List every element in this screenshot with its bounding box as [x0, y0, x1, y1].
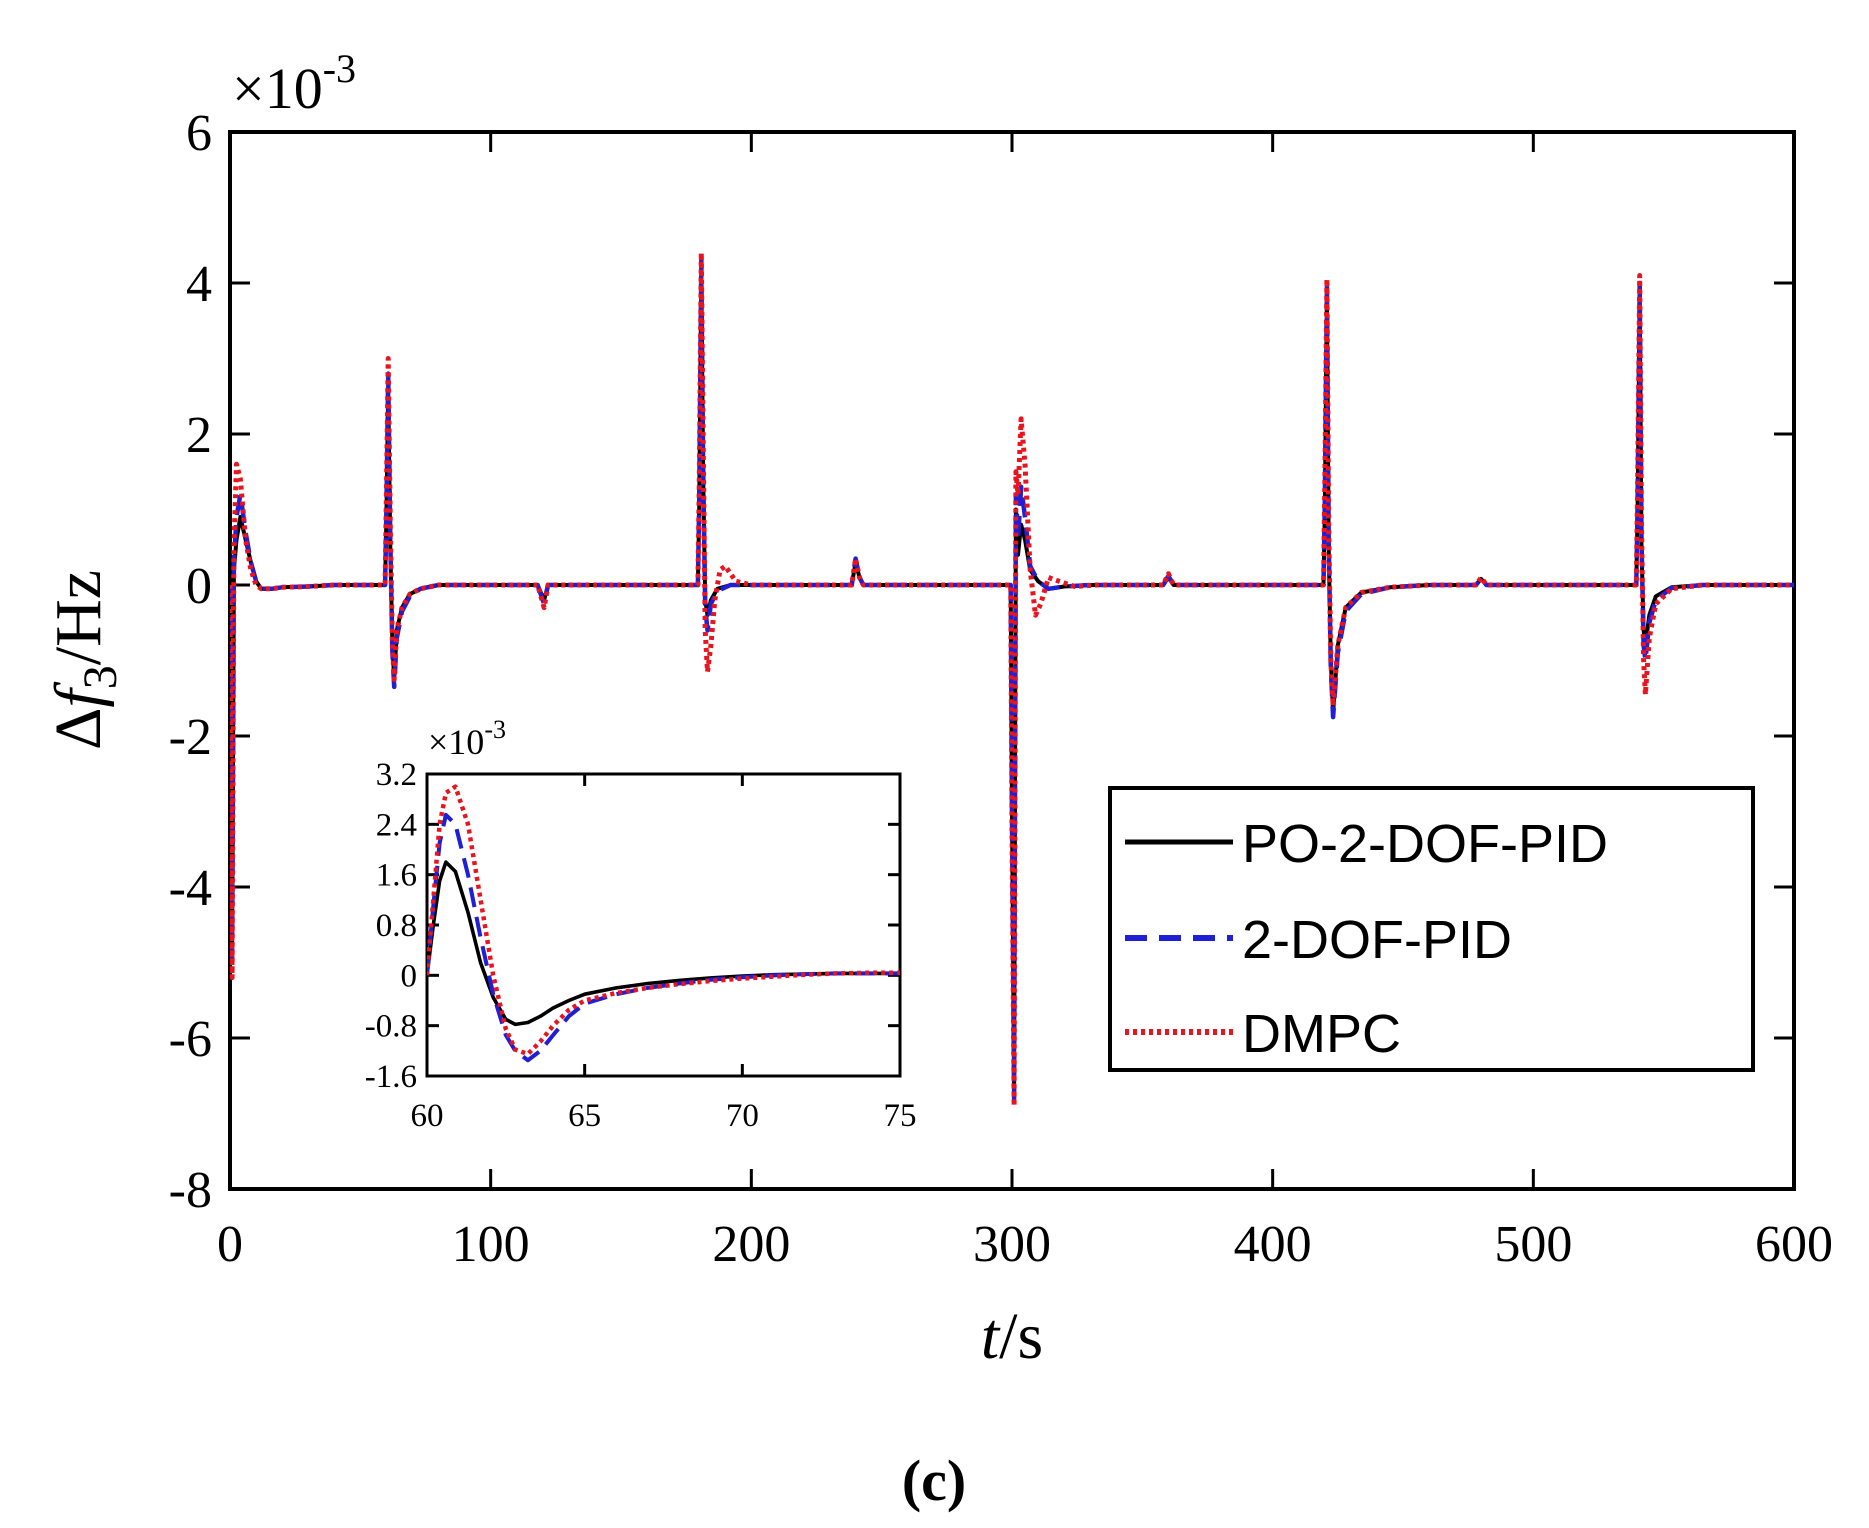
y-axis-label: Δf3/Hz — [42, 570, 127, 750]
main-x-tick-label: 600 — [1755, 1216, 1833, 1273]
main-series-2-dof-pid — [230, 258, 1794, 1101]
inset-chart: ×10-3 60 65 70 75 3.2 2.4 1.6 0.8 0 -0.8 -1.6 — [365, 715, 917, 1134]
y-axis-exponent-base: ×10 — [232, 56, 323, 121]
inset-y-tick-label: 2.4 — [376, 807, 417, 843]
x-axis-label: t/s — [981, 1300, 1043, 1373]
main-y-tick-label: 2 — [186, 407, 212, 464]
y-axis-label-unit: /Hz — [42, 570, 115, 665]
inset-y-tick-label: -1.6 — [365, 1059, 417, 1095]
inset-exponent: ×10-3 — [428, 715, 506, 762]
y-axis-label-subscript: 3 — [74, 665, 127, 689]
inset-exponent-base: ×10 — [428, 722, 484, 762]
main-x-tick-label: 100 — [452, 1216, 530, 1273]
main-y-tick-label: -8 — [169, 1162, 212, 1219]
inset-exponent-power: -3 — [484, 715, 506, 744]
inset-y-tick-label: 0.8 — [376, 908, 417, 944]
inset-plot-area — [425, 772, 902, 1078]
x-axis-label-variable: t — [981, 1300, 1001, 1373]
inset-series-2-dof-pid — [427, 812, 900, 1063]
main-series-group — [230, 250, 1794, 1109]
y-axis-exponent: ×10-3 — [232, 46, 356, 121]
inset-y-tick-label: 1.6 — [376, 858, 417, 894]
main-x-tick-label: 0 — [217, 1216, 243, 1273]
main-x-tick-label: 400 — [1234, 1216, 1312, 1273]
main-x-tick-label: 200 — [712, 1216, 790, 1273]
y-axis-label-delta: Δ — [42, 708, 115, 750]
main-x-tick-label: 500 — [1494, 1216, 1572, 1273]
main-y-tick-label: 4 — [186, 256, 212, 313]
main-y-tick-label: -6 — [169, 1011, 212, 1068]
inset-x-tick-label: 70 — [726, 1098, 759, 1134]
legend-label-po-2-dof-pid: PO-2-DOF-PID — [1242, 814, 1608, 874]
legend-box — [1108, 786, 1755, 1072]
svg-text:Δf3/Hz: Δf3/Hz — [42, 570, 127, 750]
main-y-tick-label: -2 — [169, 709, 212, 766]
inset-series-dmpc — [427, 784, 900, 1057]
inset-x-tick-label: 75 — [884, 1098, 917, 1134]
inset-series-group — [427, 784, 900, 1063]
main-x-tick-label: 300 — [973, 1216, 1051, 1273]
inset-x-tick-label: 60 — [411, 1098, 444, 1134]
inset-y-tick-label: 3.2 — [376, 757, 417, 793]
inset-x-tick-label: 65 — [568, 1098, 601, 1134]
x-axis-label-unit: /s — [999, 1300, 1043, 1373]
inset-y-tick-label: -0.8 — [365, 1009, 417, 1045]
legend-label-dmpc: DMPC — [1242, 1004, 1401, 1064]
legend-label-2-dof-pid: 2-DOF-PID — [1242, 910, 1512, 970]
figure-caption: (c) — [902, 1448, 966, 1513]
inset-y-tick-label: 0 — [401, 958, 418, 994]
main-y-tick-label: 0 — [186, 558, 212, 615]
main-y-tick-label: 6 — [186, 105, 212, 162]
y-axis-exponent-power: -3 — [323, 46, 356, 91]
main-y-tick-label: -4 — [169, 860, 212, 917]
legend: PO-2-DOF-PID 2-DOF-PID DMPC — [1108, 786, 1755, 1072]
